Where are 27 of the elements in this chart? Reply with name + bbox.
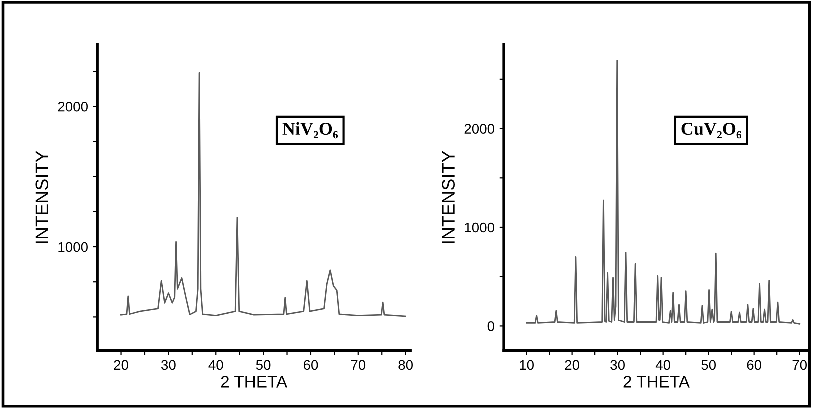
y-tick-label: 1000 (58, 242, 88, 252)
x-tick-label: 80 (398, 360, 414, 370)
x-tick-label: 50 (702, 360, 716, 370)
x-tick-label: 10 (520, 360, 534, 370)
annotation: NiV₂O₆ (282, 122, 338, 139)
y-tick-label: 2000 (464, 124, 494, 134)
x-tick-label: 40 (208, 360, 224, 370)
x-tick-label: 70 (792, 360, 808, 370)
x-tick-label: 70 (351, 360, 366, 370)
x-tick-label: 50 (256, 360, 271, 370)
y-axis-title: INTENSITY (442, 151, 456, 244)
annotation: CuV₂O₆ (682, 122, 742, 139)
line-series (526, 60, 801, 325)
y-tick-label: 0 (488, 322, 494, 332)
x-axis-title: 2 THETA (221, 376, 288, 388)
line-series (120, 72, 407, 318)
x-tick-label: 20 (565, 360, 580, 370)
y-tick-label: 2000 (58, 102, 88, 112)
y-tick-label: 1000 (465, 222, 494, 233)
x-tick-label: 40 (656, 360, 671, 370)
y-axis-title: INTENSITY (36, 151, 49, 244)
x-tick-label: 60 (747, 360, 762, 370)
x-tick-label: 20 (114, 360, 128, 370)
x-tick-label: 60 (304, 360, 318, 370)
x-axis-title: 2 THETA (624, 376, 690, 388)
x-tick-label: 30 (162, 360, 176, 370)
x-tick-label: 30 (610, 360, 625, 370)
